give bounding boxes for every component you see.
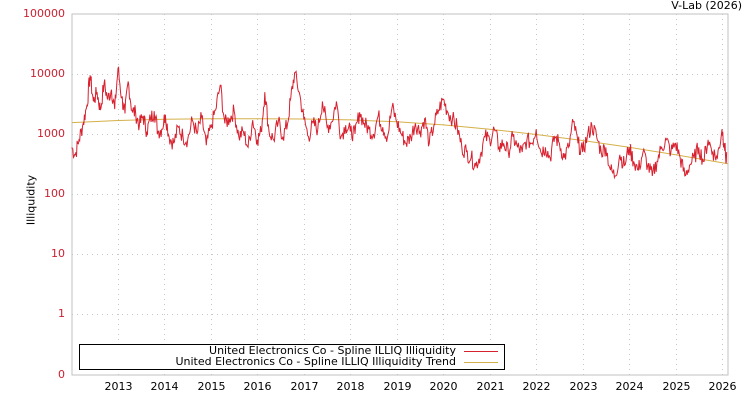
x-tick-label: 2018 [336,380,365,393]
y-tick-label: 10000 [30,67,65,80]
grid-lines [72,14,728,375]
legend-item-trend: United Electronics Co - Spline ILLIQ Ill… [175,356,498,368]
x-tick-label: 2024 [615,380,644,393]
x-tick-label: 2013 [104,380,133,393]
x-tick-label: 2026 [708,380,737,393]
y-tick-label: 10 [51,247,65,260]
x-tick-label: 2020 [429,380,458,393]
legend-item-illiquidity: United Electronics Co - Spline ILLIQ Ill… [209,345,498,357]
x-tick-label: 2022 [522,380,551,393]
x-tick-label: 2014 [150,380,179,393]
legend: United Electronics Co - Spline ILLIQ Ill… [79,344,505,370]
x-tick-label: 2015 [197,380,226,393]
y-tick-label: 100 [44,187,65,200]
y-tick-label: 1000 [37,127,65,140]
y-tick-label: 100000 [23,7,65,20]
x-tick-label: 2023 [569,380,598,393]
legend-label: United Electronics Co - Spline ILLIQ Ill… [209,344,456,357]
plot-frame [71,13,729,376]
x-tick-label: 2021 [476,380,505,393]
x-tick-label: 2019 [383,380,412,393]
credit-label: V-Lab (2026) [671,0,742,12]
y-tick-label: 1 [58,307,65,320]
legend-swatch-gold [464,361,498,363]
x-tick-label: 2025 [662,380,691,393]
illiquidity-line [71,65,728,180]
x-tick-label: 2016 [243,380,272,393]
x-tick-label: 2017 [290,380,319,393]
y-tick-label: 0 [58,368,65,381]
legend-label: United Electronics Co - Spline ILLIQ Ill… [175,355,456,368]
legend-swatch-red [464,350,498,352]
